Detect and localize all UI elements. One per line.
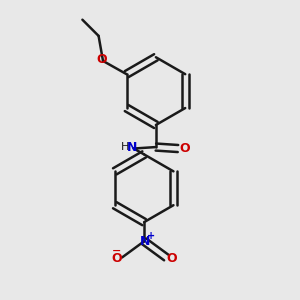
Text: H: H [122, 142, 130, 152]
Text: O: O [96, 53, 107, 66]
Text: O: O [179, 142, 190, 155]
Text: O: O [166, 252, 177, 266]
Text: N: N [140, 235, 150, 248]
Text: +: + [147, 231, 155, 241]
Text: −: − [112, 246, 122, 256]
Text: N: N [127, 141, 137, 154]
Text: O: O [111, 252, 122, 266]
